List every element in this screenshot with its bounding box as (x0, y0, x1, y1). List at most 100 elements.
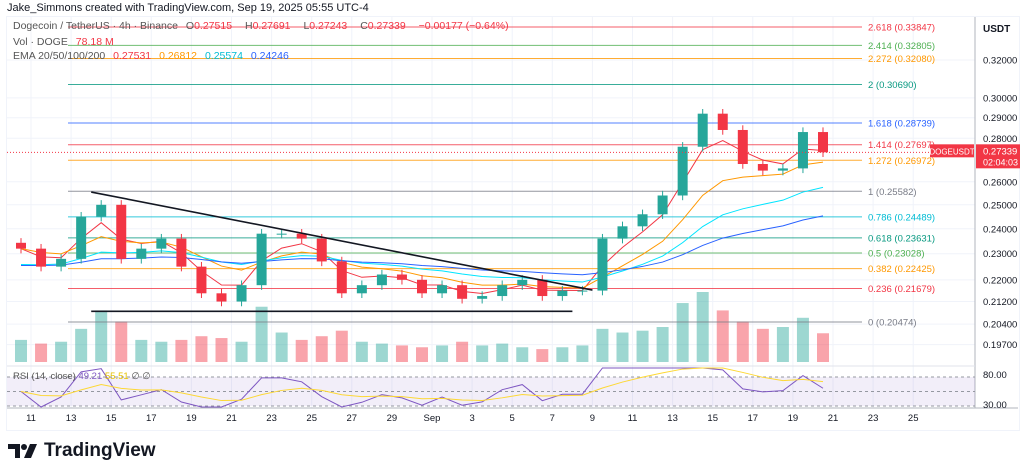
time-tick-label: 29 (387, 413, 398, 424)
rsi-ma-value: 55.51 (104, 371, 129, 382)
close-label: C (360, 20, 368, 32)
time-tick-label: 19 (788, 413, 799, 424)
time-tick-label: Sep (424, 413, 441, 424)
fib-level-label: 2 (0.30690) (868, 80, 917, 91)
time-tick-label: 7 (550, 413, 555, 424)
volume-bar (335, 330, 348, 362)
low-value: 0.27243 (309, 20, 348, 32)
candle (797, 132, 808, 169)
volume-bar (596, 328, 609, 362)
price-tick-label: 0.30000 (983, 93, 1017, 104)
volume-bar (295, 339, 308, 362)
fib-level-label: 2.414 (0.32805) (868, 41, 935, 52)
volume-bar (456, 341, 469, 362)
candle (396, 274, 407, 280)
price-tick-label: 0.32000 (983, 55, 1017, 66)
descending-trendline (91, 191, 593, 291)
ema50-value: 0.26812 (159, 50, 198, 62)
time-tick-label: 21 (828, 413, 839, 424)
volume-bar (15, 339, 27, 362)
candle (497, 285, 508, 297)
volume-bar (436, 345, 449, 362)
rsi-tick-label: 30.00 (983, 400, 1007, 411)
fib-level-label: 1 (0.25582) (868, 187, 917, 198)
volume-bar (676, 303, 689, 362)
candle (56, 258, 67, 267)
volume-bar (536, 349, 549, 362)
candle (457, 285, 468, 299)
ema-label[interactable]: EMA 20/50/100/200 (13, 50, 106, 62)
volume-bar (55, 341, 68, 362)
rsi-ma-line (20, 367, 824, 402)
price-tick-label: 0.29000 (983, 113, 1017, 124)
fib-level-label: 0.382 (0.22425) (868, 264, 935, 275)
candle (677, 146, 688, 196)
time-tick-label: 9 (590, 413, 595, 424)
ema20-value: 0.27531 (113, 50, 152, 62)
candle (276, 233, 287, 235)
candle (657, 195, 668, 215)
candle (136, 248, 147, 259)
high-value: 0.27691 (252, 20, 291, 32)
volume-bar (95, 310, 108, 362)
volume-bar (115, 321, 128, 362)
volume-bar (175, 339, 188, 362)
time-tick-label: 17 (748, 413, 759, 424)
volume-bar (796, 317, 809, 362)
open-value: 0.27515 (194, 20, 233, 32)
time-tick-label: 13 (667, 413, 678, 424)
volume-bar (135, 339, 148, 362)
time-tick-label: 3 (469, 413, 474, 424)
candle (697, 113, 708, 147)
symbol-tag-text: DOGEUSDT (929, 147, 974, 156)
volume-bar (476, 345, 489, 362)
symbol-info[interactable]: Dogecoin / TetherUS · 4h · Binance (13, 20, 178, 32)
high-label: H (244, 20, 253, 32)
rsi-value-3: ∅ (131, 371, 140, 382)
price-tick-label: 0.22000 (983, 275, 1017, 286)
time-tick-label: 15 (106, 413, 117, 424)
time-tick-label: 17 (146, 413, 157, 424)
fib-level-label: 1.414 (0.27697) (868, 140, 935, 151)
candle (617, 226, 628, 239)
fib-level-label: 0 (0.20474) (868, 318, 917, 329)
time-tick-label: 5 (510, 413, 515, 424)
price-tick-label: 0.19700 (983, 340, 1017, 351)
price-tag-value: 0.27339 (983, 146, 1017, 157)
volume-bar (215, 338, 228, 362)
time-tick-label: 23 (868, 413, 879, 424)
fib-level-label: 1.618 (0.28739) (868, 119, 935, 130)
time-tick-label: 13 (66, 413, 77, 424)
volume-bar (375, 343, 388, 362)
candle (156, 238, 167, 249)
candle (256, 233, 267, 286)
candle (376, 274, 387, 286)
candle (336, 261, 347, 294)
candle (16, 242, 26, 249)
price-tag-countdown: 02:04:03 (983, 157, 1018, 167)
time-tick-label: 15 (707, 413, 718, 424)
candle (176, 238, 187, 267)
volume-bar (496, 343, 509, 362)
candle (296, 233, 307, 239)
candle (76, 216, 87, 259)
symbol-legend: Dogecoin / TetherUS · 4h · Binance O0.27… (13, 20, 514, 32)
volume-legend: Vol · DOGE 78.18 M (13, 36, 119, 48)
rsi-label[interactable]: RSI (14, close) (13, 371, 76, 382)
time-tick-label: 27 (347, 413, 358, 424)
volume-bar (35, 343, 48, 362)
currency-label[interactable]: USDT (983, 24, 1011, 35)
volume-label[interactable]: Vol · DOGE (13, 36, 68, 48)
rsi-line (20, 367, 824, 408)
open-label: O (185, 20, 195, 32)
time-tick-label: 25 (306, 413, 317, 424)
candle (116, 204, 127, 259)
time-tick-label: 11 (628, 413, 638, 424)
price-tag (976, 144, 1020, 169)
volume-bar (817, 333, 829, 362)
candle (557, 290, 568, 297)
credit-text: Jake_Simmons created with TradingView.co… (7, 2, 369, 14)
tradingview-logo[interactable]: TradingView (8, 440, 156, 462)
candle (316, 238, 327, 262)
